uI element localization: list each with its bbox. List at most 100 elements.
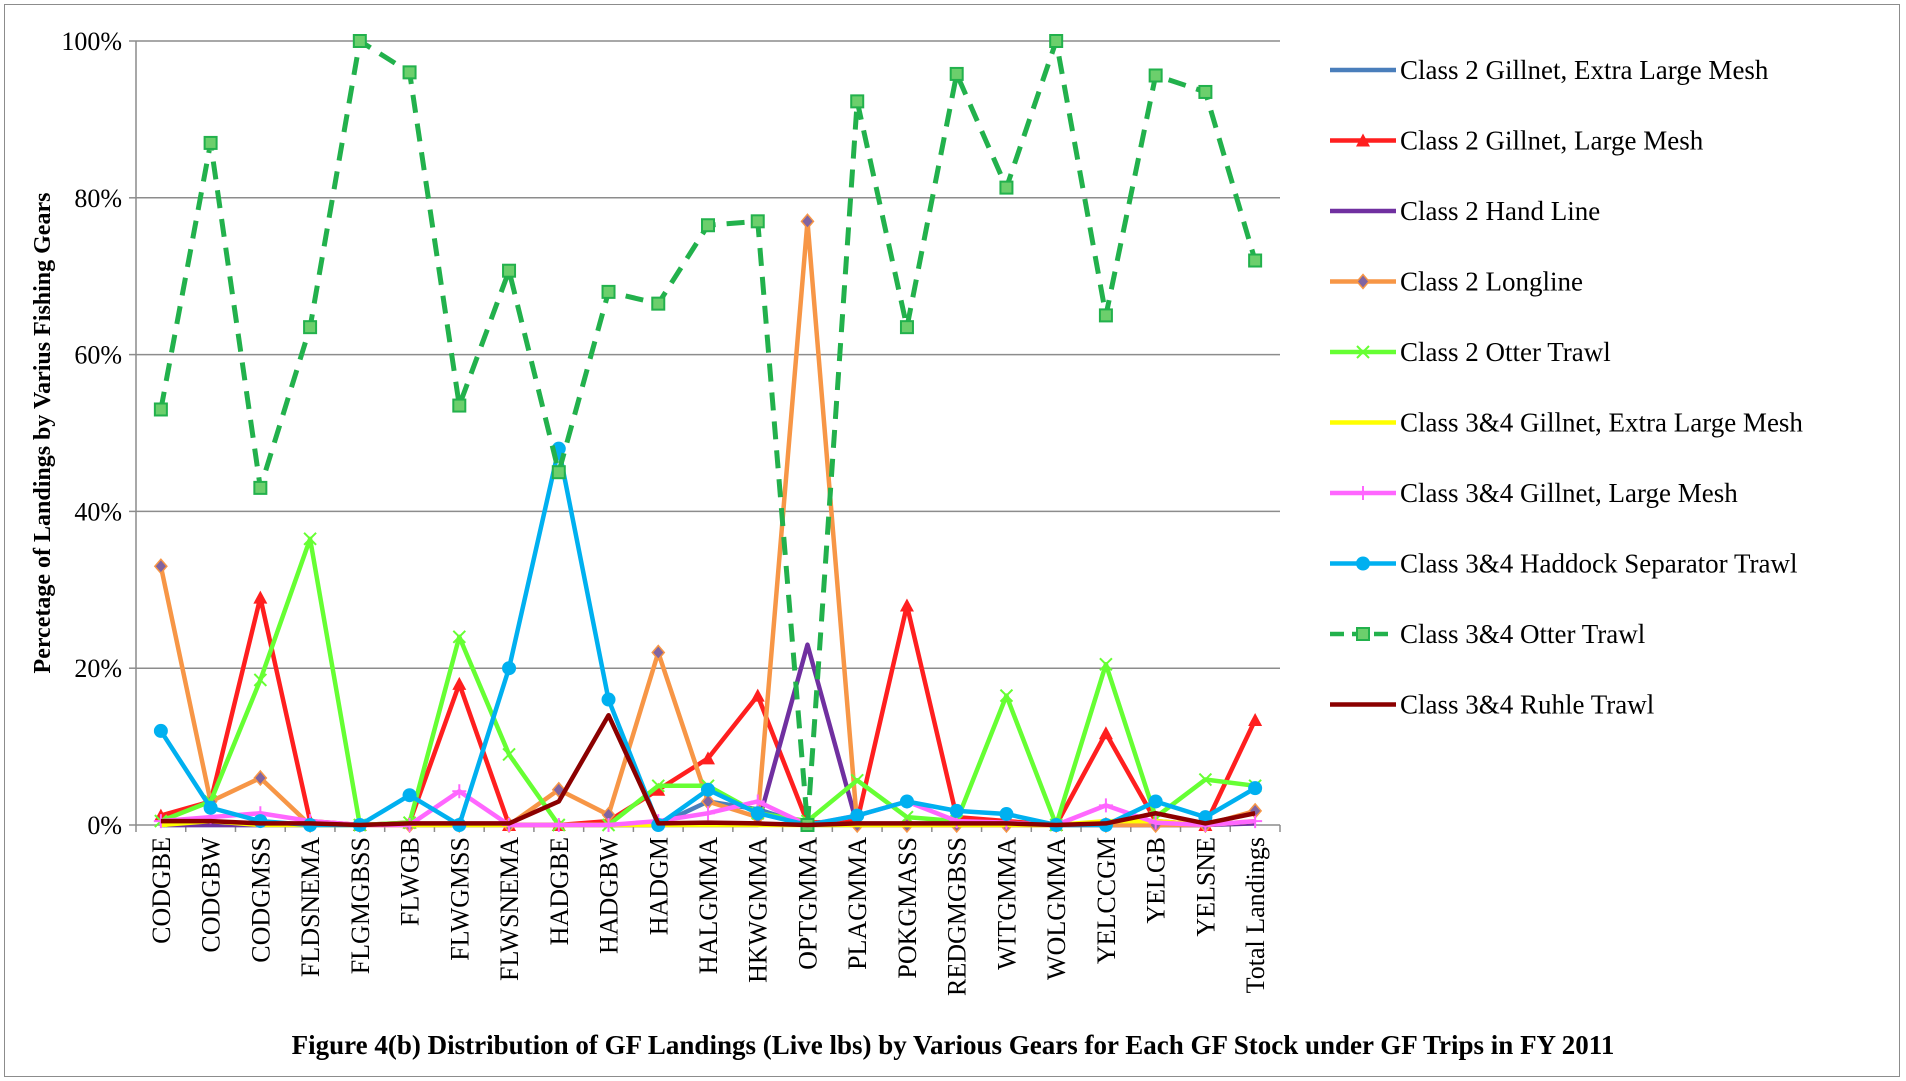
legend-marker xyxy=(1356,273,1370,290)
data-point xyxy=(153,723,168,738)
data-point xyxy=(651,296,666,311)
x-tick-label: FLDSNEMA xyxy=(296,837,325,977)
series-3 xyxy=(153,213,1263,834)
x-tick-label: HALGMMA xyxy=(694,837,723,974)
series-line xyxy=(158,219,1256,828)
legend-entry: Class 3&4 Gillnet, Large Mesh xyxy=(1330,478,1738,508)
data-point xyxy=(253,769,268,787)
data-point xyxy=(850,94,865,109)
y-tick-label: 0% xyxy=(87,811,122,840)
y-tick-label: 20% xyxy=(74,654,122,683)
data-point xyxy=(651,782,666,796)
x-tick-label: HADGBW xyxy=(595,837,624,954)
x-tick-label: PLAGMMA xyxy=(843,837,872,970)
data-point xyxy=(303,320,318,335)
data-point xyxy=(1148,815,1163,830)
figure-caption: Figure 4(b) Distribution of GF Landings … xyxy=(291,1030,1615,1060)
data-point xyxy=(303,532,317,546)
data-point xyxy=(551,818,566,832)
x-tick-label: CODGBE xyxy=(147,837,176,944)
data-point xyxy=(452,784,467,799)
legend-entry: Class 2 Otter Trawl xyxy=(1330,337,1611,367)
data-point xyxy=(601,692,616,707)
data-point xyxy=(1148,794,1163,809)
legend-label: Class 2 Otter Trawl xyxy=(1400,337,1611,367)
x-tick-label: REDGMGBSS xyxy=(943,837,972,996)
data-point xyxy=(352,34,367,48)
legend-label: Class 2 Hand Line xyxy=(1400,196,1600,226)
data-point xyxy=(153,558,168,575)
legend-label: Class 3&4 Ruhle Trawl xyxy=(1400,690,1654,720)
data-point xyxy=(850,808,865,823)
x-tick-label: Total Landings xyxy=(1241,837,1270,993)
data-point xyxy=(203,135,218,150)
data-point xyxy=(253,590,268,604)
chart-frame xyxy=(4,4,1900,1077)
x-tick-label: HADGM xyxy=(644,837,673,935)
x-tick-label: HKWGMMA xyxy=(744,837,773,983)
data-point xyxy=(999,688,1014,703)
data-point xyxy=(999,180,1014,195)
series-line xyxy=(160,536,1256,828)
y-tick-label: 100% xyxy=(61,27,122,56)
legend-label: Class 2 Gillnet, Large Mesh xyxy=(1400,126,1704,156)
data-point xyxy=(1098,308,1113,323)
x-tick-label: YELCCGM xyxy=(1092,837,1121,964)
series-line xyxy=(160,712,1256,828)
x-tick-label: CODGMSS xyxy=(246,837,275,963)
legend-label: Class 3&4 Gillnet, Large Mesh xyxy=(1400,478,1738,508)
legend-entry: Class 2 Gillnet, Large Mesh xyxy=(1330,126,1704,156)
data-point xyxy=(900,810,914,824)
data-point xyxy=(502,747,516,762)
legend-entry: Class 3&4 Ruhle Trawl xyxy=(1330,690,1654,720)
x-tick-label: YELGB xyxy=(1142,837,1171,924)
data-point xyxy=(750,214,765,229)
x-tick-label: POKGMASS xyxy=(893,837,922,979)
data-point xyxy=(701,751,715,765)
data-point xyxy=(750,806,765,821)
data-point xyxy=(402,788,417,803)
data-point xyxy=(850,773,864,788)
data-point xyxy=(1098,726,1113,740)
data-point xyxy=(1248,712,1263,726)
data-point xyxy=(452,398,467,413)
legend-marker xyxy=(1356,486,1370,500)
legend-label: Class 3&4 Otter Trawl xyxy=(1400,619,1645,649)
x-tick-label: CODGBW xyxy=(197,837,226,953)
data-point xyxy=(452,630,467,644)
data-point xyxy=(651,644,666,661)
x-tick-label: FLGMGBSS xyxy=(346,837,375,974)
data-point xyxy=(601,818,616,832)
legend-label: Class 3&4 Haddock Separator Trawl xyxy=(1400,549,1797,579)
legend-entry: Class 2 Longline xyxy=(1330,267,1583,297)
data-point xyxy=(601,284,616,299)
series-9 xyxy=(160,712,1256,828)
data-point xyxy=(800,213,815,230)
x-tick-label: OPTGMMA xyxy=(793,837,822,970)
data-point xyxy=(1198,772,1213,787)
legend-entry: Class 3&4 Otter Trawl xyxy=(1330,619,1645,649)
data-point xyxy=(402,65,417,80)
data-point xyxy=(203,800,218,815)
data-point xyxy=(899,320,914,335)
data-point xyxy=(701,218,715,233)
data-point xyxy=(899,598,914,612)
legend-label: Class 3&4 Gillnet, Extra Large Mesh xyxy=(1400,408,1803,438)
legend-marker xyxy=(1356,556,1370,571)
data-point xyxy=(502,263,517,278)
data-point xyxy=(701,782,715,797)
legend-entry: Class 3&4 Gillnet, Extra Large Mesh xyxy=(1330,408,1803,438)
y-tick-label: 60% xyxy=(74,341,122,370)
legend-label: Class 2 Longline xyxy=(1400,267,1583,297)
legend-marker xyxy=(1356,627,1370,641)
y-tick-label: 40% xyxy=(74,497,122,526)
data-point xyxy=(153,402,168,417)
data-point xyxy=(1148,68,1163,83)
data-point xyxy=(253,480,268,495)
data-point xyxy=(949,66,964,81)
legend-entry: Class 2 Hand Line xyxy=(1330,196,1600,226)
data-point xyxy=(253,673,268,687)
legend-marker xyxy=(1356,345,1370,359)
data-point xyxy=(1248,253,1263,268)
